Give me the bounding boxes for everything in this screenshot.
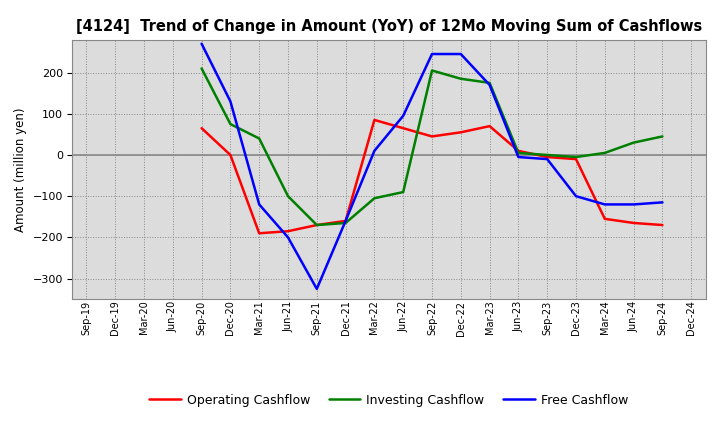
- Investing Cashflow: [428, 68, 436, 73]
- Investing Cashflow: [456, 76, 465, 81]
- Free Cashflow: [572, 194, 580, 199]
- Operating Cashflow: [312, 222, 321, 227]
- Free Cashflow: [226, 99, 235, 104]
- Operating Cashflow: [572, 157, 580, 162]
- Free Cashflow: [456, 51, 465, 57]
- Investing Cashflow: [543, 152, 552, 158]
- Investing Cashflow: [284, 194, 292, 199]
- Line: Investing Cashflow: Investing Cashflow: [202, 69, 662, 225]
- Operating Cashflow: [428, 134, 436, 139]
- Free Cashflow: [255, 202, 264, 207]
- Line: Operating Cashflow: Operating Cashflow: [202, 120, 662, 233]
- Free Cashflow: [514, 154, 523, 160]
- Title: [4124]  Trend of Change in Amount (YoY) of 12Mo Moving Sum of Cashflows: [4124] Trend of Change in Amount (YoY) o…: [76, 19, 702, 34]
- Free Cashflow: [341, 218, 350, 224]
- Investing Cashflow: [600, 150, 609, 156]
- Operating Cashflow: [456, 130, 465, 135]
- Free Cashflow: [543, 157, 552, 162]
- Free Cashflow: [284, 235, 292, 240]
- Free Cashflow: [485, 82, 494, 88]
- Operating Cashflow: [514, 148, 523, 154]
- Operating Cashflow: [600, 216, 609, 221]
- Free Cashflow: [600, 202, 609, 207]
- Operating Cashflow: [226, 152, 235, 158]
- Operating Cashflow: [658, 222, 667, 227]
- Investing Cashflow: [370, 196, 379, 201]
- Free Cashflow: [629, 202, 638, 207]
- Investing Cashflow: [572, 154, 580, 160]
- Operating Cashflow: [543, 154, 552, 160]
- Operating Cashflow: [629, 220, 638, 226]
- Investing Cashflow: [658, 134, 667, 139]
- Investing Cashflow: [485, 80, 494, 85]
- Operating Cashflow: [197, 125, 206, 131]
- Legend: Operating Cashflow, Investing Cashflow, Free Cashflow: Operating Cashflow, Investing Cashflow, …: [145, 389, 633, 411]
- Investing Cashflow: [197, 66, 206, 71]
- Operating Cashflow: [255, 231, 264, 236]
- Investing Cashflow: [341, 220, 350, 226]
- Free Cashflow: [370, 148, 379, 154]
- Operating Cashflow: [485, 124, 494, 129]
- Operating Cashflow: [284, 228, 292, 234]
- Investing Cashflow: [399, 190, 408, 195]
- Free Cashflow: [197, 41, 206, 46]
- Investing Cashflow: [312, 222, 321, 227]
- Investing Cashflow: [629, 140, 638, 145]
- Free Cashflow: [428, 51, 436, 57]
- Free Cashflow: [658, 200, 667, 205]
- Investing Cashflow: [514, 150, 523, 156]
- Operating Cashflow: [399, 125, 408, 131]
- Operating Cashflow: [370, 117, 379, 123]
- Line: Free Cashflow: Free Cashflow: [202, 44, 662, 289]
- Y-axis label: Amount (million yen): Amount (million yen): [14, 107, 27, 231]
- Investing Cashflow: [226, 121, 235, 127]
- Investing Cashflow: [255, 136, 264, 141]
- Free Cashflow: [312, 286, 321, 292]
- Free Cashflow: [399, 113, 408, 118]
- Operating Cashflow: [341, 218, 350, 224]
